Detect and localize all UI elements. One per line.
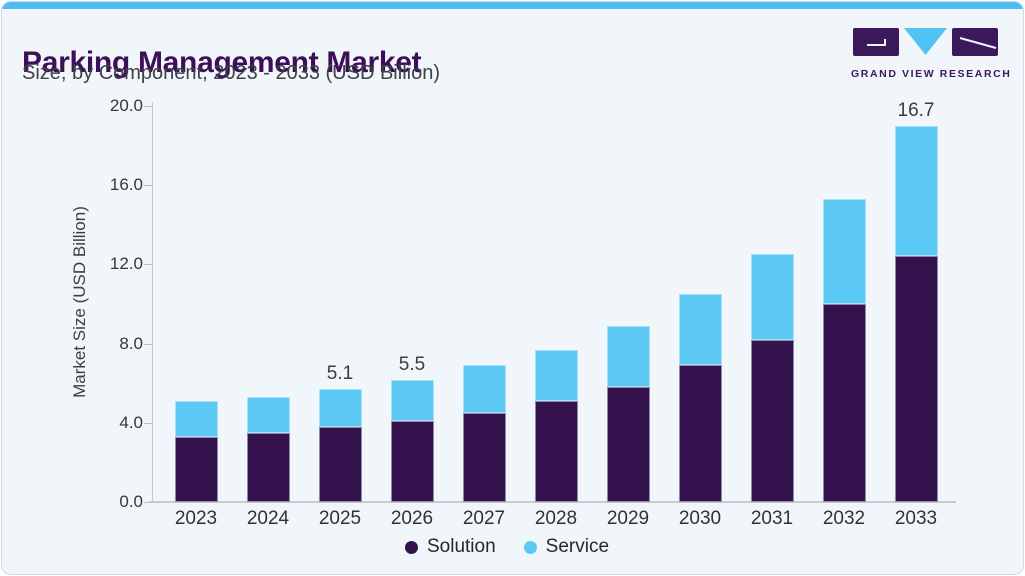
bar-segment-service [606, 326, 650, 387]
x-tick-label: 2025 [318, 508, 362, 529]
bar-segment-service [318, 389, 362, 427]
bar-segment-solution [822, 304, 866, 502]
x-tick-label: 2027 [462, 508, 506, 529]
chart-legend: Solution Service [404, 536, 610, 558]
y-tick-mark [144, 264, 152, 266]
bar-segment-solution [318, 427, 362, 502]
y-axis-line [152, 102, 153, 502]
y-tick-label: 0.0 [119, 492, 143, 511]
page-title: Parking Management Market [22, 46, 422, 80]
bar-segment-solution [534, 401, 578, 502]
y-tick-mark [144, 422, 152, 424]
bar-segment-service [462, 365, 506, 413]
y-tick-label: 12.0 [109, 254, 143, 274]
bar-segment-solution [462, 413, 506, 502]
bar-segment-service [678, 294, 722, 365]
x-tick-label: 2023 [174, 508, 218, 529]
x-tick-label: 2032 [822, 508, 866, 529]
legend-dot-service-icon [523, 540, 537, 554]
y-tick-label: 8.0 [119, 333, 143, 353]
bar-segment-solution [390, 421, 434, 502]
y-axis-title: Market Size (USD Billion) [70, 206, 89, 398]
bar-segment-service [894, 126, 938, 256]
top-accent-bar [2, 2, 1023, 9]
bar-value-label: 5.1 [326, 363, 354, 384]
bar-segment-service [822, 199, 866, 304]
bar-segment-solution [246, 433, 290, 502]
bar-value-label: 5.5 [398, 354, 426, 375]
x-tick-label: 2033 [894, 508, 938, 529]
x-tick-label: 2029 [606, 508, 650, 529]
legend-item-service: Service [523, 536, 610, 558]
legend-label-solution: Solution [426, 536, 496, 557]
x-tick-label: 2028 [534, 508, 578, 529]
y-tick-mark [144, 185, 152, 187]
gvr-logo-text: GRAND VIEW RESEARCH [851, 68, 1012, 80]
bar-value-label: 16.7 [897, 100, 935, 121]
gvr-logo-mark [853, 28, 998, 56]
bar-segment-solution [174, 437, 218, 502]
y-tick-label: 4.0 [119, 412, 143, 432]
x-tick-label: 2030 [678, 508, 722, 529]
bar-segment-service [390, 380, 434, 421]
bar-segment-solution [678, 365, 722, 502]
y-tick-mark [144, 502, 152, 503]
x-tick-label: 2031 [750, 508, 794, 529]
bar-segment-service [534, 350, 578, 401]
bar-segment-service [246, 397, 290, 433]
bar-segment-service [750, 254, 794, 340]
legend-label-service: Service [545, 536, 610, 557]
legend-dot-solution-icon [404, 540, 418, 554]
x-axis-line [149, 501, 956, 503]
gvr-logo: GRAND VIEW RESEARCH [851, 28, 1012, 80]
x-tick-label: 2026 [390, 508, 434, 529]
bar-segment-solution [750, 340, 794, 502]
y-tick-label: 20.0 [109, 96, 143, 115]
bar-segment-solution [894, 256, 938, 502]
bar-segment-service [174, 401, 218, 437]
x-tick-label: 2024 [246, 508, 290, 529]
legend-item-solution: Solution [404, 536, 496, 558]
chart-subtitle: Size, by Component, 2023 - 2033 (USD Bil… [22, 62, 440, 84]
bar-segment-solution [606, 387, 650, 502]
y-tick-label: 16.0 [109, 175, 143, 195]
y-tick-mark [144, 343, 152, 345]
y-tick-mark [144, 106, 152, 107]
